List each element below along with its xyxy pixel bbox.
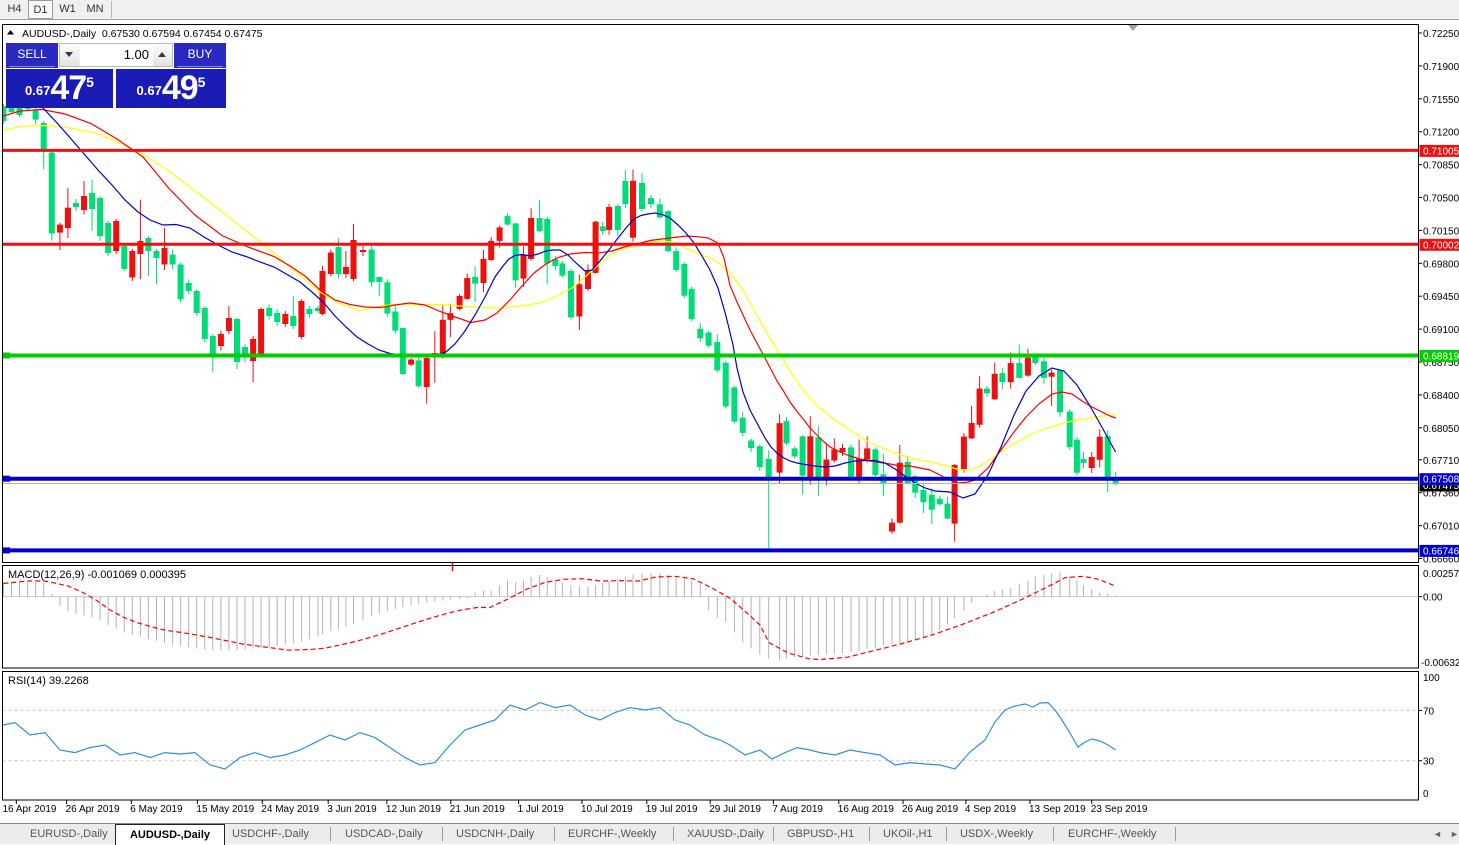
svg-text:24 May 2019: 24 May 2019	[261, 804, 319, 815]
svg-text:26 Aug 2019: 26 Aug 2019	[902, 804, 959, 815]
svg-text:19 Jul 2019: 19 Jul 2019	[646, 804, 698, 815]
svg-text:13 Sep 2019: 13 Sep 2019	[1029, 804, 1086, 815]
svg-text:16 Apr 2019: 16 Apr 2019	[3, 804, 57, 815]
svg-text:AUDUSD-,Daily 0.67530 0.67594: AUDUSD-,Daily 0.67530 0.67594 0.67454 0.…	[22, 28, 263, 40]
svg-text:26 Apr 2019: 26 Apr 2019	[66, 804, 120, 815]
svg-text:70: 70	[1423, 706, 1435, 717]
svg-text:0.68050: 0.68050	[1423, 424, 1459, 435]
svg-text:0.68400: 0.68400	[1423, 391, 1459, 402]
svg-text:0.69800: 0.69800	[1423, 259, 1459, 270]
svg-text:0.70850: 0.70850	[1423, 161, 1459, 172]
svg-text:4 Sep 2019: 4 Sep 2019	[965, 804, 1017, 815]
svg-text:-0.0063200: -0.0063200	[1421, 658, 1459, 669]
svg-text:0.00: 0.00	[1423, 593, 1443, 604]
svg-text:0.0025740: 0.0025740	[1423, 569, 1459, 580]
svg-text:3 Jun 2019: 3 Jun 2019	[327, 804, 377, 815]
svg-text:0.69450: 0.69450	[1423, 292, 1459, 303]
svg-text:1 Jul 2019: 1 Jul 2019	[518, 804, 565, 815]
svg-text:0.71550: 0.71550	[1423, 95, 1459, 106]
svg-text:21 Jun 2019: 21 Jun 2019	[450, 804, 505, 815]
svg-text:0.67710: 0.67710	[1423, 456, 1459, 467]
svg-text:0.67508: 0.67508	[1423, 475, 1459, 486]
svg-text:0.71900: 0.71900	[1423, 62, 1459, 73]
svg-text:MACD(12,26,9) -0.001069 0.0003: MACD(12,26,9) -0.001069 0.000395	[8, 569, 186, 581]
svg-text:0.72250: 0.72250	[1423, 29, 1459, 40]
svg-text:15 May 2019: 15 May 2019	[196, 804, 254, 815]
svg-text:0.66746: 0.66746	[1423, 546, 1459, 557]
svg-text:RSI(14) 39.2268: RSI(14) 39.2268	[8, 675, 89, 687]
svg-text:7 Aug 2019: 7 Aug 2019	[772, 804, 823, 815]
svg-text:0: 0	[1423, 789, 1429, 800]
svg-text:0.69100: 0.69100	[1423, 325, 1459, 336]
svg-text:100: 100	[1423, 673, 1440, 684]
svg-text:23 Sep 2019: 23 Sep 2019	[1091, 804, 1148, 815]
svg-text:30: 30	[1423, 757, 1435, 768]
svg-text:6 May 2019: 6 May 2019	[130, 804, 183, 815]
svg-text:12 Jun 2019: 12 Jun 2019	[386, 804, 441, 815]
svg-text:0.70002: 0.70002	[1423, 240, 1459, 251]
svg-text:0.71005: 0.71005	[1423, 146, 1459, 157]
svg-text:0.70500: 0.70500	[1423, 194, 1459, 205]
svg-text:0.67010: 0.67010	[1423, 522, 1459, 533]
svg-text:0.70150: 0.70150	[1423, 226, 1459, 237]
svg-text:0.71200: 0.71200	[1423, 128, 1459, 139]
svg-text:10 Jul 2019: 10 Jul 2019	[581, 804, 633, 815]
svg-text:16 Aug 2019: 16 Aug 2019	[838, 804, 895, 815]
svg-text:0.68819: 0.68819	[1423, 352, 1459, 363]
svg-text:29 Jul 2019: 29 Jul 2019	[709, 804, 761, 815]
